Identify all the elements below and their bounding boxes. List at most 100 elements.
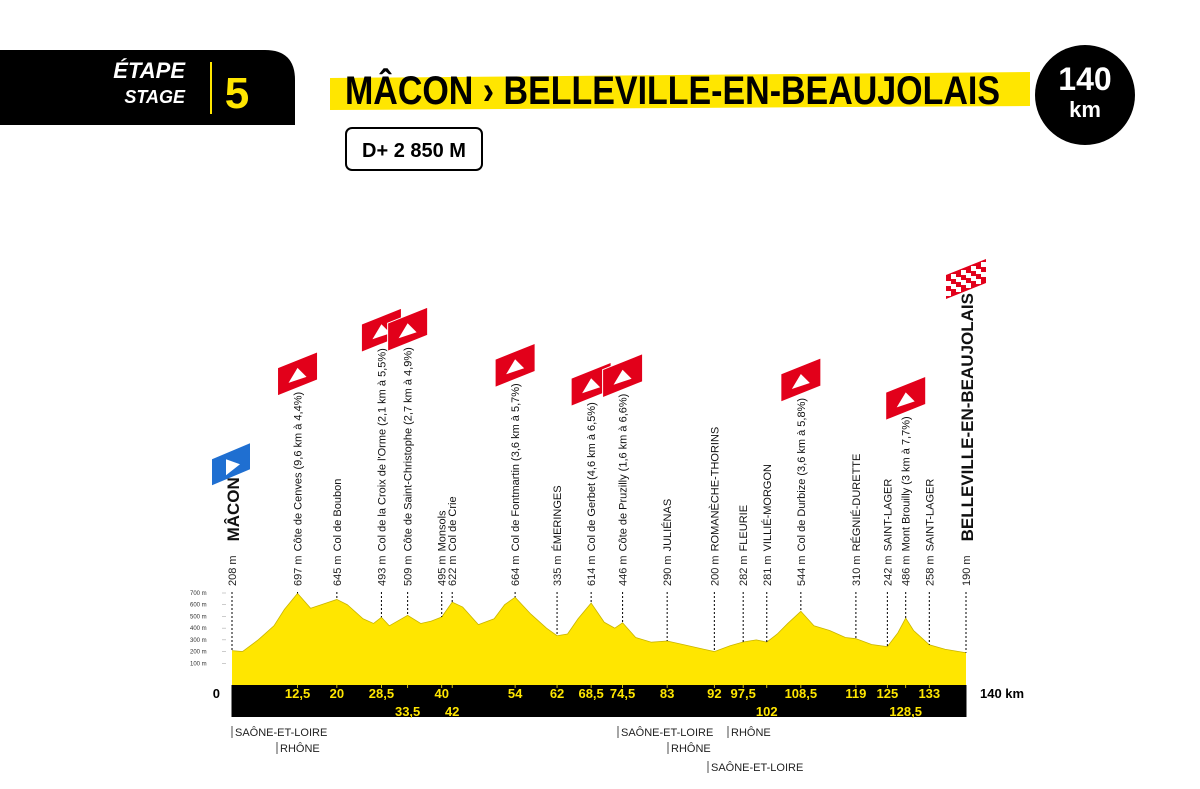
waypoint-altitude: 495 m — [437, 555, 449, 586]
waypoint-label: 335 m ÉMERINGES — [551, 485, 564, 586]
y-tick-label: 300 m — [190, 638, 207, 644]
x-tick-label: 133 — [918, 686, 940, 701]
climb-icon — [288, 367, 307, 383]
finish-check — [946, 291, 951, 297]
x-tick-label: 74,5 — [610, 686, 635, 701]
department: RHÔNE — [671, 742, 711, 755]
x-tick-label: 108,5 — [785, 686, 818, 701]
x-tick-label: 102 — [756, 704, 778, 719]
climb-icon — [791, 373, 810, 389]
waypoint-label: 290 m JULIÉNAS — [661, 499, 674, 586]
waypoint-name: ÉMERINGES — [551, 485, 564, 551]
climb-icon — [582, 378, 601, 394]
waypoint-altitude: 335 m — [552, 555, 564, 586]
x-tick-label: 128,5 — [889, 704, 922, 719]
climb-box — [345, 127, 483, 171]
waypoint-altitude: 509 m — [403, 555, 415, 586]
x-tick-label: 40 — [434, 686, 448, 701]
finish-check — [946, 281, 951, 287]
waypoint-label: 622 m Col de Crie — [447, 496, 459, 586]
waypoint-name: Col de Fontmartin (3,6 km à 5,7%) — [510, 383, 522, 551]
waypoint-altitude: 645 m — [332, 555, 344, 586]
waypoint-label: 208 m MÂCON — [224, 477, 243, 586]
waypoint-altitude: 493 m — [376, 555, 388, 586]
waypoint-name: BELLEVILLE-EN-BEAUJOLAIS — [958, 293, 977, 541]
x-tick-label: 68,5 — [578, 686, 603, 701]
x-tick-label: 28,5 — [369, 686, 394, 701]
finish-check — [961, 270, 966, 276]
waypoint-altitude: 190 m — [961, 555, 973, 586]
department: SAÔNE-ET-LOIRE — [711, 761, 803, 774]
finish-check — [971, 276, 976, 282]
waypoint-label: 664 m Col de Fontmartin (3,6 km à 5,7%) — [510, 383, 522, 586]
department: SAÔNE-ET-LOIRE — [235, 726, 327, 739]
x-tick-label: 12,5 — [285, 686, 310, 701]
x-tick-label: 62 — [550, 686, 564, 701]
waypoint-altitude: 622 m — [447, 555, 459, 586]
waypoint-label: 446 m Côte de Pruzilly (1,6 km à 6,6%) — [618, 394, 630, 586]
waypoint-name: Col de Boubon — [332, 479, 344, 552]
y-tick-label: 400 m — [190, 626, 207, 632]
finish-check — [971, 266, 976, 272]
waypoint-altitude: 486 m — [901, 555, 913, 586]
finish-check — [976, 269, 981, 275]
climb-icon — [506, 359, 525, 375]
finish-check — [956, 277, 961, 283]
waypoint-name: Col de la Croix de l'Orme (2,1 km à 5,5%… — [376, 348, 388, 551]
waypoint-altitude: 697 m — [293, 555, 305, 586]
waypoint-altitude: 281 m — [762, 555, 774, 586]
finish-check — [956, 287, 961, 293]
waypoint-label: 281 m VILLIÉ-MORGON — [761, 464, 774, 586]
waypoint-name: MÂCON — [224, 477, 243, 541]
x-tick-label: 54 — [508, 686, 523, 701]
waypoint-altitude: 614 m — [586, 555, 598, 586]
waypoint-label: 614 m Col de Gerbet (4,6 km à 6,5%) — [586, 402, 598, 586]
waypoint-name: Col de Durbize (3,6 km à 5,8%) — [796, 398, 808, 551]
waypoint-name: Côte de Saint-Christophe (2,7 km à 4,9%) — [403, 347, 415, 551]
waypoint-label: 493 m Col de la Croix de l'Orme (2,1 km à… — [376, 348, 388, 586]
waypoint-name: Mont Brouilly (3 km à 7,7%) — [901, 416, 913, 551]
waypoint-name: Monsols — [437, 510, 449, 551]
distance-unit: km — [1069, 97, 1101, 122]
waypoint-label: 200 m ROMANÈCHE-THORINS — [708, 427, 721, 586]
waypoint-name: SAINT-LAGER — [924, 479, 936, 552]
waypoint-label: 486 m Mont Brouilly (3 km à 7,7%) — [901, 416, 913, 586]
department: RHÔNE — [731, 726, 771, 739]
x-tick-label: 33,5 — [395, 704, 420, 719]
y-tick-label: 700 m — [190, 591, 207, 597]
waypoint-label: 645 m Col de Boubon — [332, 479, 344, 586]
climb-icon — [896, 392, 915, 408]
waypoint-name: RÉGNIÉ-DURETTE — [850, 454, 863, 552]
y-tick-label: 600 m — [190, 603, 207, 609]
x-tick-label: 0 — [213, 686, 220, 701]
finish-check — [951, 284, 956, 290]
climb-icon — [613, 369, 632, 385]
finish-check — [951, 274, 956, 280]
waypoint-altitude: 446 m — [618, 555, 630, 586]
waypoint-label: 242 m SAINT-LAGER — [882, 479, 894, 586]
waypoint-name: SAINT-LAGER — [882, 479, 894, 552]
x-tick-label: 83 — [660, 686, 674, 701]
x-tick-label: 119 — [845, 686, 866, 701]
waypoint-altitude: 208 m — [227, 555, 239, 586]
waypoint-altitude: 200 m — [709, 555, 721, 586]
x-tick-label: 125 — [877, 686, 899, 701]
climb-icon — [372, 324, 391, 340]
waypoint-altitude: 290 m — [662, 555, 674, 586]
profile-line — [231, 592, 967, 654]
x-tick-label: 97,5 — [731, 686, 756, 701]
profile-area — [232, 593, 966, 685]
waypoint-name: ROMANÈCHE-THORINS — [708, 427, 721, 552]
waypoint-label: 190 m BELLEVILLE-EN-BEAUJOLAIS — [958, 293, 977, 586]
title-band — [330, 72, 1030, 110]
climb-icon — [398, 323, 417, 339]
waypoint-altitude: 242 m — [882, 555, 894, 586]
route-title: MÂCON › BELLEVILLE-EN-BEAUJOLAIS — [345, 67, 1000, 113]
finish-check — [966, 283, 971, 289]
waypoint-label: 495 m Monsols — [437, 510, 449, 586]
department: SAÔNE-ET-LOIRE — [621, 726, 713, 739]
x-tick-label: 92 — [707, 686, 721, 701]
finish-check — [961, 280, 966, 286]
waypoint-label: 509 m Côte de Saint-Christophe (2,7 km à … — [403, 347, 415, 586]
waypoint-name: Col de Crie — [447, 496, 459, 551]
